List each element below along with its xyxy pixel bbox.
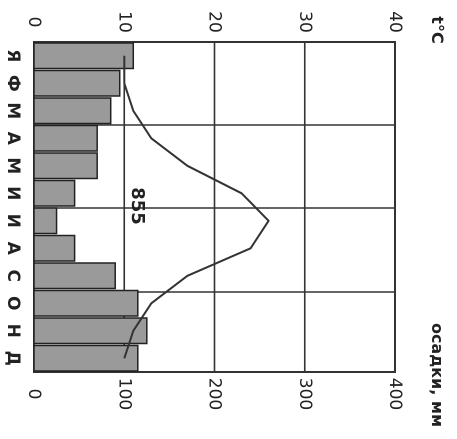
month-label: А [3, 132, 23, 146]
annual-precip-annotation: 855 [127, 187, 148, 225]
precip-bar [33, 42, 135, 70]
temp-tick-label: 0 [24, 17, 44, 28]
precip-bar [33, 152, 98, 180]
grid [33, 41, 396, 373]
precip-bar [33, 179, 76, 207]
precip-bar [33, 69, 121, 97]
temperature-line [123, 55, 270, 359]
precip-bar [33, 97, 112, 125]
month-label: Я [3, 49, 23, 62]
month-label: М [3, 102, 23, 119]
month-label: Д [3, 351, 23, 366]
temp-tick-label: 30 [295, 11, 315, 33]
temp-tick-label: 20 [205, 11, 225, 33]
precip-axis-title: осадки, мм [428, 323, 447, 427]
month-label: Ф [3, 75, 23, 92]
precip-tick-label: 100 [114, 378, 134, 410]
month-label: И [3, 186, 23, 200]
precip-bar [33, 344, 139, 372]
month-label: С [3, 270, 23, 282]
precip-tick-label: 200 [205, 378, 225, 410]
month-label: Н [3, 324, 23, 338]
precip-bar [33, 234, 76, 262]
month-label: М [3, 157, 23, 174]
month-label: И [3, 214, 23, 228]
month-label: О [3, 296, 23, 310]
temp-tick-label: 10 [114, 11, 134, 33]
precip-tick-label: 300 [295, 378, 315, 410]
precip-bar [33, 262, 116, 290]
precipitation-bars [33, 42, 148, 372]
axis-labels: t°C осадки, мм 855 0 10 20 30 400 100 200 300 40… [3, 11, 447, 427]
precip-bar [33, 317, 148, 345]
temperature-curve [123, 55, 270, 359]
temp-tick-label: 40 [385, 11, 405, 33]
precip-tick-label: 400 [385, 378, 405, 410]
month-label: А [3, 242, 23, 256]
precip-bar [33, 124, 98, 152]
temp-axis-title: t°C [428, 16, 447, 43]
precip-bar [33, 207, 58, 235]
precip-tick-label: 0 [24, 389, 44, 400]
precip-bar [33, 289, 139, 317]
